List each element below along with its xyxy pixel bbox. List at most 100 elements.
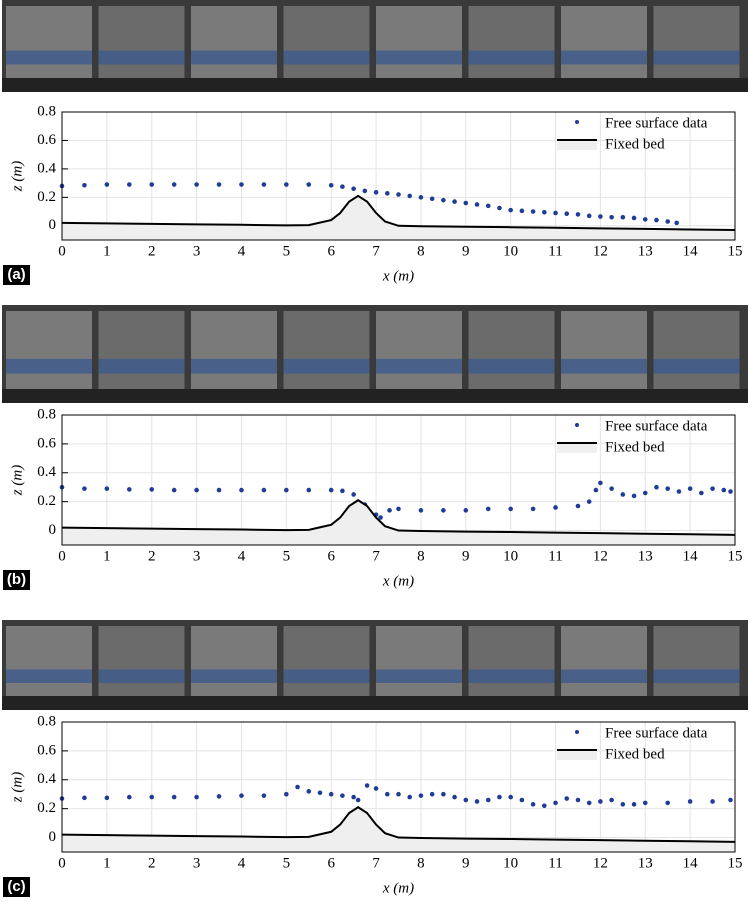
x-tick-label: 1: [103, 548, 111, 564]
surface-point: [340, 793, 345, 798]
surface-point: [351, 794, 356, 800]
photo-panel: [283, 626, 370, 696]
panel-label: (c): [7, 878, 25, 895]
x-tick-label: 12: [593, 855, 608, 871]
y-tick-label: 0: [49, 829, 57, 845]
surface-point: [104, 795, 110, 801]
photo-panel: [561, 626, 647, 696]
surface-point: [127, 182, 132, 187]
y-tick-label: 0: [49, 522, 57, 538]
plot-frame: [61, 414, 736, 546]
surface-point: [216, 182, 222, 187]
surface-point: [542, 209, 547, 215]
legend-label: Free surface data: [605, 418, 708, 434]
surface-point: [396, 791, 401, 797]
x-tick-label: 10: [503, 548, 518, 564]
x-tick-label: 1: [103, 243, 111, 259]
surface-point: [149, 487, 155, 492]
photo-water: [6, 50, 92, 65]
x-tick-label: 2: [148, 548, 156, 564]
surface-point: [429, 791, 435, 797]
x-tick-label: 10: [503, 855, 518, 871]
legend-label: Fixed bed: [605, 439, 665, 455]
surface-point: [721, 487, 727, 493]
surface-point: [586, 213, 592, 219]
surface-point: [306, 182, 312, 187]
surface-point: [364, 783, 370, 788]
surface-point: [564, 796, 570, 801]
surface-point: [553, 210, 558, 216]
x-tick-label: 13: [638, 855, 653, 871]
surface-point: [261, 487, 267, 493]
surface-point: [328, 182, 334, 188]
surface-point: [261, 182, 267, 187]
plot-area: [61, 414, 736, 546]
photo-water: [191, 669, 277, 683]
x-tick-label: 9: [462, 855, 470, 871]
photo-water: [376, 50, 462, 65]
legend-label: Free surface data: [605, 725, 708, 741]
y-tick-label: 0.4: [37, 464, 56, 480]
surface-point: [149, 794, 155, 800]
surface-point: [82, 182, 87, 188]
surface-point: [284, 487, 289, 493]
surface-point: [485, 506, 491, 512]
x-tick-label: 0: [58, 243, 66, 259]
surface-point: [508, 207, 513, 213]
photo-panel: [6, 6, 92, 78]
photo-floor: [2, 696, 748, 710]
surface-point: [593, 487, 599, 493]
surface-point: [171, 182, 177, 187]
y-tick-label: 0.6: [37, 742, 56, 758]
surface-point: [261, 793, 267, 798]
surface-point: [452, 199, 457, 204]
surface-point: [620, 492, 626, 497]
surface-point: [609, 797, 614, 803]
surface-point: [355, 797, 361, 803]
x-tick-label: 9: [462, 243, 470, 259]
surface-point: [317, 790, 323, 796]
legend-dot: [575, 730, 579, 734]
surface-point: [530, 802, 536, 807]
surface-point: [474, 202, 480, 207]
y-tick-label: 0.4: [37, 771, 56, 787]
x-tick-label: 6: [327, 243, 335, 259]
x-axis-label: x (m): [382, 268, 414, 284]
x-tick-label: 14: [683, 855, 699, 871]
surface-point: [362, 188, 368, 194]
y-tick-label: 0.6: [37, 132, 56, 148]
y-tick-label: 0.2: [37, 189, 56, 205]
plot-frame: [61, 111, 736, 241]
surface-point: [194, 182, 199, 187]
x-axis-label: x (m): [382, 573, 414, 589]
surface-point: [485, 797, 491, 803]
plot-frame: [61, 721, 736, 853]
x-tick-label: 13: [638, 548, 653, 564]
surface-point: [665, 486, 670, 491]
surface-point: [519, 797, 525, 803]
surface-point: [418, 508, 424, 513]
x-tick-label: 8: [417, 243, 425, 259]
photo-floor: [2, 78, 748, 92]
surface-point: [418, 195, 424, 200]
x-tick-label: 11: [548, 243, 562, 259]
x-tick-label: 9: [462, 548, 470, 564]
photo-water: [283, 50, 370, 65]
photo-water: [6, 358, 92, 374]
surface-point: [127, 487, 132, 492]
surface-point: [373, 190, 379, 195]
surface-point: [530, 506, 536, 512]
y-tick-label: 0.8: [37, 713, 56, 729]
photo-water: [98, 358, 185, 374]
surface-point: [378, 515, 383, 520]
photo-panel: [98, 311, 185, 389]
x-tick-label: 6: [327, 548, 335, 564]
photo-panel: [653, 6, 740, 78]
surface-point: [384, 191, 390, 196]
x-tick-label: 5: [283, 243, 291, 259]
surface-point: [149, 182, 155, 187]
surface-point: [396, 192, 401, 197]
surface-point: [508, 794, 513, 800]
surface-point: [373, 786, 379, 791]
surface-point: [351, 492, 356, 497]
